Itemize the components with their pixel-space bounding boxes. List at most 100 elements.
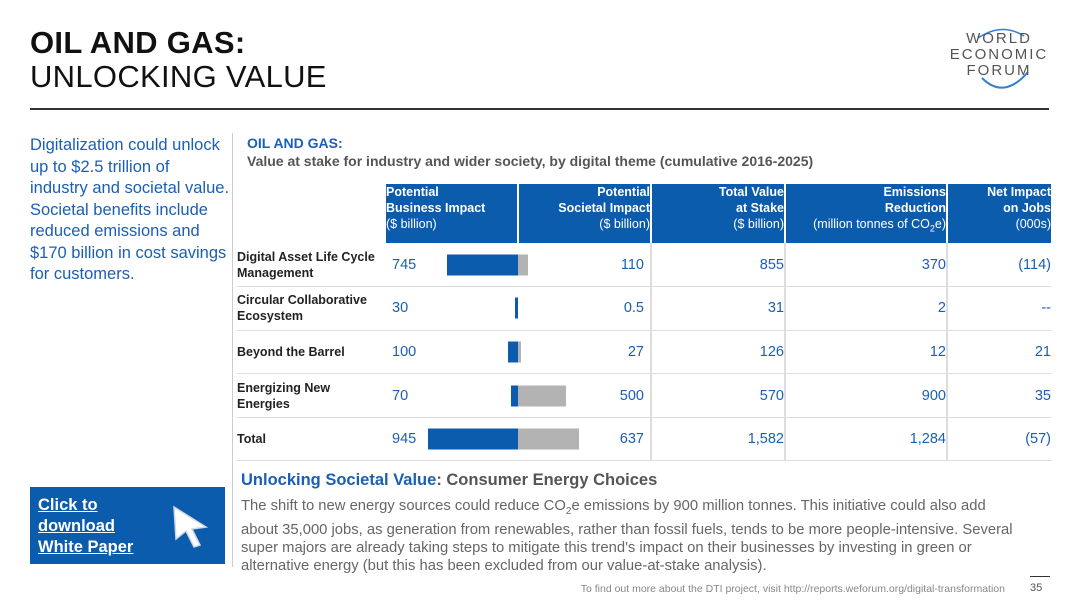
societal-impact-value: 0.5 [623,300,644,317]
header-business-line2: Business Impact [386,201,486,215]
total-value-cell: 855 [651,243,786,288]
section-heading-main: Unlocking Societal Value [241,471,437,489]
business-impact-cell: 100 [386,330,518,375]
business-impact-cell: 30 [386,286,518,331]
download-white-paper-button[interactable]: Click to download White Paper [30,487,225,564]
header-business-line1: Potential [386,185,439,199]
societal-impact-value: 637 [619,431,644,448]
societal-impact-bar [518,428,579,450]
business-impact-bar [447,254,518,276]
title-line-2: UNLOCKING VALUE [30,59,327,94]
emissions-cell: 12 [785,330,948,375]
business-impact-bar [428,428,518,450]
emissions-cell: 900 [785,373,948,418]
total-value-cell: 1,582 [651,417,786,462]
header-jobs-unit: (000s) [1015,217,1051,231]
download-link-text[interactable]: Click to download White Paper [38,495,133,558]
section-body-post: e emissions by 900 million tonnes. This … [241,498,1013,574]
header-societal-unit: ($ billion) [599,217,650,231]
societal-impact-bar [518,341,521,363]
header-business-impact: Potential Business Impact ($ billion) [386,184,519,243]
header-societal-line1: Potential [597,185,650,199]
business-impact-value: 30 [392,300,409,317]
societal-impact-bar [518,254,529,276]
section-body-pre: The shift to new energy sources could re… [241,498,566,514]
vertical-divider [232,133,233,567]
header-total-line2: at Stake [736,201,784,215]
wef-logo: WORLD ECONOMIC FORUM [944,28,1054,94]
emissions-unit-sub: 2 [929,223,935,234]
section-heading-sub: : Consumer Energy Choices [436,471,658,489]
page-title: OIL AND GAS: UNLOCKING VALUE [30,26,327,94]
jobs-cell: 35 [947,373,1051,418]
societal-impact-bar [518,385,566,407]
header-jobs: Net Impact on Jobs (000s) [947,184,1051,243]
emissions-cell: 1,284 [785,417,948,462]
emissions-unit-post: e) [934,217,946,231]
business-impact-bar [508,341,518,363]
row-label: Energizing New Energies [237,373,386,418]
section-body: The shift to new energy sources could re… [241,497,1021,575]
download-line-2: download [38,517,115,535]
business-impact-value: 745 [392,256,417,273]
table-row: Energizing New Energies 70 500 570 900 35 [237,373,1051,418]
header-jobs-line2: on Jobs [1003,201,1051,215]
download-line-3: White Paper [38,538,134,556]
societal-impact-value: 500 [619,387,644,404]
header-emissions-unit: (million tonnes of CO2e) [786,216,946,237]
total-value-cell: 126 [651,330,786,375]
title-line-1: OIL AND GAS: [30,25,246,60]
table-row: Circular Collaborative Ecosystem 30 0.5 31 2… [237,286,1051,331]
header-emissions: Emissions Reduction (million tonnes of C… [785,184,948,243]
download-line-1: Click to [38,496,98,514]
page-number-rule [1030,576,1050,577]
logo-line-1: WORLD [966,30,1032,47]
business-impact-cell: 70 [386,373,518,418]
logo-arc-icon [977,28,1029,89]
emissions-cell: 2 [785,286,948,331]
chart-heading: OIL AND GAS: Value at stake for industry… [247,135,813,169]
logo-line-3: FORUM [966,62,1032,79]
header-emissions-line2: Reduction [884,201,946,215]
section-body-sub: 2 [565,505,572,517]
table-row: Total 945 637 1,582 1,284 (57) [237,417,1051,462]
societal-impact-cell: 500 [518,373,652,418]
societal-impact-cell: 0.5 [518,286,652,331]
row-label: Beyond the Barrel [237,330,386,375]
chart-title: OIL AND GAS: [247,135,343,151]
business-impact-value: 70 [392,387,409,404]
row-label: Digital Asset Life Cycle Management [237,243,386,288]
header-societal-impact: Potential Societal Impact ($ billion) [518,184,652,243]
table-row: Beyond the Barrel 100 27 126 12 21 [237,330,1051,375]
header-societal-line2: Societal Impact [558,201,650,215]
total-value-cell: 570 [651,373,786,418]
societal-impact-cell: 637 [518,417,652,462]
societal-impact-value: 27 [627,343,644,360]
emissions-cell: 370 [785,243,948,288]
cursor-icon [173,505,209,548]
header-business-unit: ($ billion) [386,217,437,231]
table-row: Digital Asset Life Cycle Management 745 11… [237,243,1051,288]
business-impact-cell: 745 [386,243,518,288]
societal-impact-cell: 110 [518,243,652,288]
jobs-cell: -- [947,286,1051,331]
header-emissions-line1: Emissions [883,185,946,199]
emissions-unit-pre: (million tonnes of CO [813,217,930,231]
row-label: Circular Collaborative Ecosystem [237,286,386,331]
footer-note: To find out more about the DTI project, … [580,583,1005,595]
societal-impact-value: 110 [620,256,644,273]
header-total-line1: Total Value [718,185,784,199]
chart-subtitle: Value at stake for industry and wider so… [247,153,814,169]
business-impact-cell: 945 [386,417,518,462]
section-heading: Unlocking Societal Value: Consumer Energ… [241,471,657,490]
jobs-cell: (57) [947,417,1051,462]
table-body: Digital Asset Life Cycle Management 745 11… [237,243,1051,462]
title-rule [30,108,1049,110]
page-number: 35 [1030,582,1043,594]
row-label: Total [237,417,386,462]
header-total-unit: ($ billion) [733,217,784,231]
business-impact-bar [511,385,518,407]
business-impact-bar [515,297,518,319]
jobs-cell: 21 [947,330,1051,375]
business-impact-value: 945 [392,431,417,448]
